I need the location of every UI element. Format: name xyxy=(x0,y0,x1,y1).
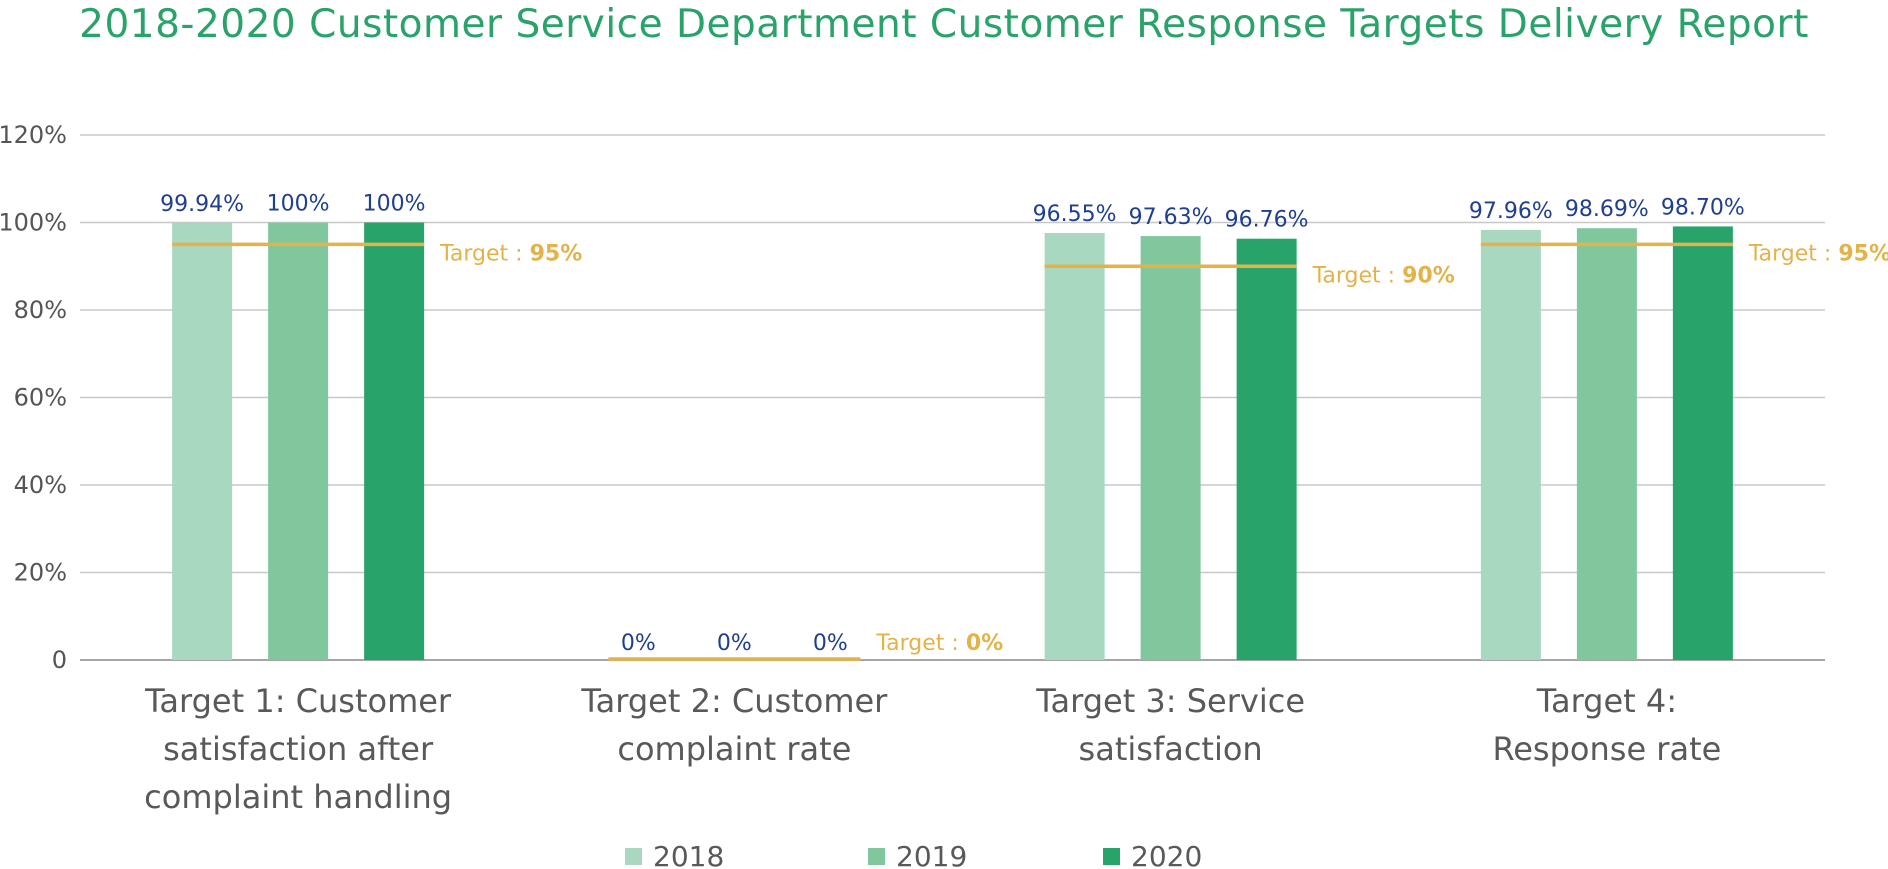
category-label: Target 4: xyxy=(1536,682,1677,720)
bar-2020-target-1 xyxy=(364,222,425,660)
data-label: 98.69% xyxy=(1565,197,1649,222)
legend-label-2018: 2018 xyxy=(653,840,724,869)
data-label: 0% xyxy=(621,631,656,656)
y-tick-label: 120% xyxy=(0,121,67,149)
data-label: 98.70% xyxy=(1661,195,1745,220)
category-label: satisfaction after xyxy=(163,730,434,768)
target-label: Target : 90% xyxy=(1312,263,1455,288)
y-tick-label: 100% xyxy=(0,209,67,237)
category-label: Response rate xyxy=(1492,730,1721,768)
legend-label-2020: 2020 xyxy=(1131,840,1202,869)
legend-label-2019: 2019 xyxy=(896,840,967,869)
target-label: Target : 95% xyxy=(1748,241,1888,266)
category-label: Target 1: Customer xyxy=(144,682,452,720)
bar-2019-target-3 xyxy=(1140,236,1201,660)
legend-swatch-2020 xyxy=(1103,848,1120,865)
legend-swatch-2018 xyxy=(625,848,642,865)
target-label: Target : 95% xyxy=(439,241,582,266)
data-label: 96.76% xyxy=(1225,208,1309,233)
y-tick-label: 60% xyxy=(14,384,67,412)
data-label: 100% xyxy=(267,192,330,217)
category-label: complaint rate xyxy=(617,730,851,768)
bar-2019-target-1 xyxy=(268,222,329,660)
category-label: complaint handling xyxy=(144,778,452,816)
data-label: 97.63% xyxy=(1129,205,1213,230)
bar-2020-target-3 xyxy=(1236,238,1297,660)
category-label: Target 2: Customer xyxy=(580,682,888,720)
bar-2019-target-4 xyxy=(1576,228,1637,660)
y-tick-label: 40% xyxy=(14,471,67,499)
bar-2018-target-3 xyxy=(1044,233,1105,660)
y-tick-label: 80% xyxy=(14,296,67,324)
data-label: 0% xyxy=(813,631,848,656)
category-label: Target 3: Service xyxy=(1035,682,1305,720)
category-label: satisfaction xyxy=(1079,730,1263,768)
data-label: 100% xyxy=(363,192,426,217)
target-label: Target : 0% xyxy=(875,631,1003,656)
data-label: 0% xyxy=(717,631,752,656)
y-tick-label: 0 xyxy=(52,646,67,674)
data-label: 97.96% xyxy=(1469,199,1553,224)
data-label: 99.94% xyxy=(160,192,244,217)
bar-2018-target-1 xyxy=(172,222,233,660)
bar-2018-target-4 xyxy=(1480,229,1541,660)
legend-swatch-2019 xyxy=(868,848,885,865)
bar-2020-target-4 xyxy=(1672,226,1733,660)
chart-title: 2018-2020 Customer Service Department Cu… xyxy=(79,2,1809,47)
data-label: 96.55% xyxy=(1033,202,1117,227)
y-tick-label: 20% xyxy=(14,559,67,587)
